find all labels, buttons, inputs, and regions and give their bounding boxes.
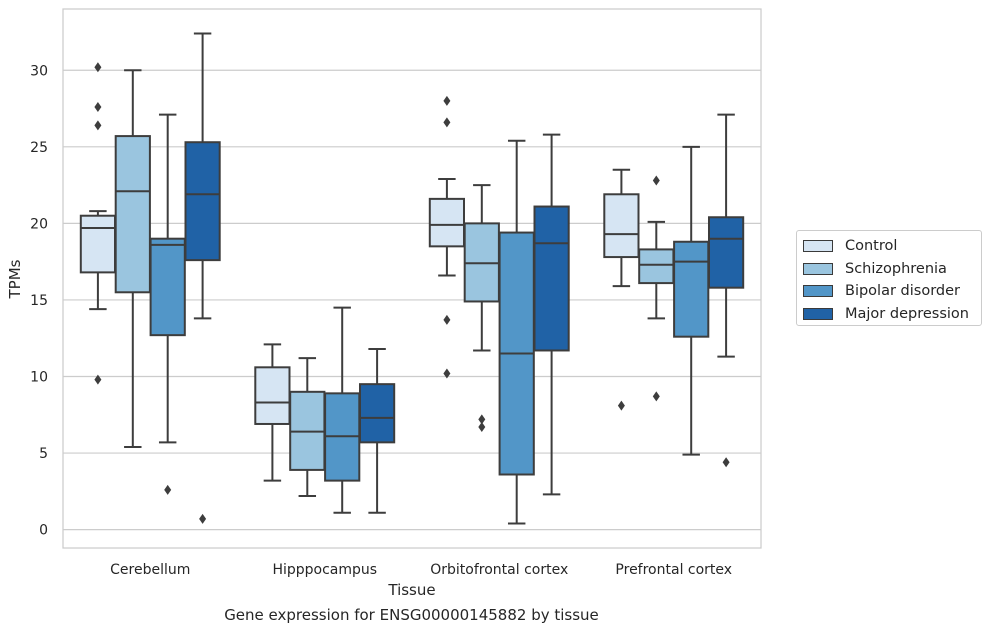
box-bipolar-disorder [498, 139, 535, 525]
legend: Control Schizophrenia Bipolar disorder Majo… [796, 230, 982, 326]
legend-item: Schizophrenia [803, 258, 981, 281]
box-bipolar-disorder [324, 306, 361, 514]
boxes [79, 32, 745, 525]
box-major-depression [533, 133, 570, 496]
y-tick-label: 0 [39, 523, 48, 539]
figure-caption: Gene expression for ENSG00000145882 by t… [224, 606, 599, 624]
outlier-point [199, 513, 207, 524]
box-major-depression [707, 113, 745, 468]
x-axis-label: Tissue [387, 581, 435, 599]
outlier-point [722, 457, 730, 468]
box-iqr [358, 383, 396, 444]
outlier-point [94, 102, 102, 112]
box-major-depression [184, 32, 221, 524]
box-bipolar-disorder [149, 113, 186, 495]
legend-item: Major depression [803, 303, 981, 326]
x-tick-label: Hipppocampus [272, 562, 377, 578]
box-iqr [114, 135, 151, 294]
outlier-point [443, 314, 451, 325]
y-tick-label: 30 [30, 63, 48, 79]
box-bipolar-disorder [673, 145, 710, 456]
box-iqr [638, 248, 675, 285]
y-tick-label: 20 [30, 216, 48, 232]
outlier-point [94, 120, 102, 131]
y-axis-label: TPMs [6, 259, 24, 299]
box-iqr [603, 193, 640, 259]
legend-item: Bipolar disorder [803, 280, 981, 303]
legend-label: Schizophrenia [845, 260, 947, 277]
box-schizophrenia [463, 184, 500, 433]
box-iqr [149, 237, 186, 337]
box-iqr [254, 366, 291, 425]
outlier-point [652, 175, 660, 186]
box-schizophrenia [114, 69, 151, 448]
y-tick-label: 10 [30, 370, 48, 386]
outlier-point [478, 414, 486, 425]
box-iqr [79, 214, 117, 274]
outlier-point [443, 117, 451, 128]
legend-label: Bipolar disorder [845, 283, 960, 300]
box-major-depression [358, 347, 396, 514]
legend-item: Control [803, 235, 981, 258]
legend-swatch [803, 285, 833, 298]
y-tick-label: 25 [30, 140, 48, 156]
box-iqr [673, 240, 710, 338]
box-iqr [707, 216, 745, 289]
box-iqr [184, 141, 221, 262]
outlier-point [478, 422, 486, 433]
legend-swatch [803, 240, 833, 253]
legend-label: Major depression [845, 305, 969, 322]
outlier-point [652, 391, 660, 402]
box-schizophrenia [638, 175, 675, 402]
outlier-point [94, 374, 102, 385]
y-tick-label: 5 [39, 446, 48, 462]
box-control [603, 168, 640, 411]
x-tick-label: Orbitofrontal cortex [430, 562, 568, 578]
x-tick-label: Cerebellum [110, 562, 190, 578]
legend-swatch [803, 262, 833, 275]
legend-label: Control [845, 238, 898, 255]
outlier-point [443, 368, 451, 379]
outlier-point [94, 62, 102, 73]
y-tick-labels: 0 5 10 15 20 25 30 [30, 63, 48, 538]
gridlines [63, 69, 761, 531]
box-control [79, 62, 117, 385]
y-tick-label: 15 [30, 293, 48, 309]
box-iqr [428, 197, 466, 248]
outlier-point [617, 400, 625, 411]
outlier-point [443, 95, 451, 106]
box-iqr [533, 205, 570, 352]
outlier-point [164, 484, 172, 495]
x-tick-label: Prefrontal cortex [615, 562, 732, 578]
x-tick-labels: Cerebellum Hipppocampus Orbitofrontal cort… [110, 562, 732, 578]
legend-swatch [803, 307, 833, 320]
